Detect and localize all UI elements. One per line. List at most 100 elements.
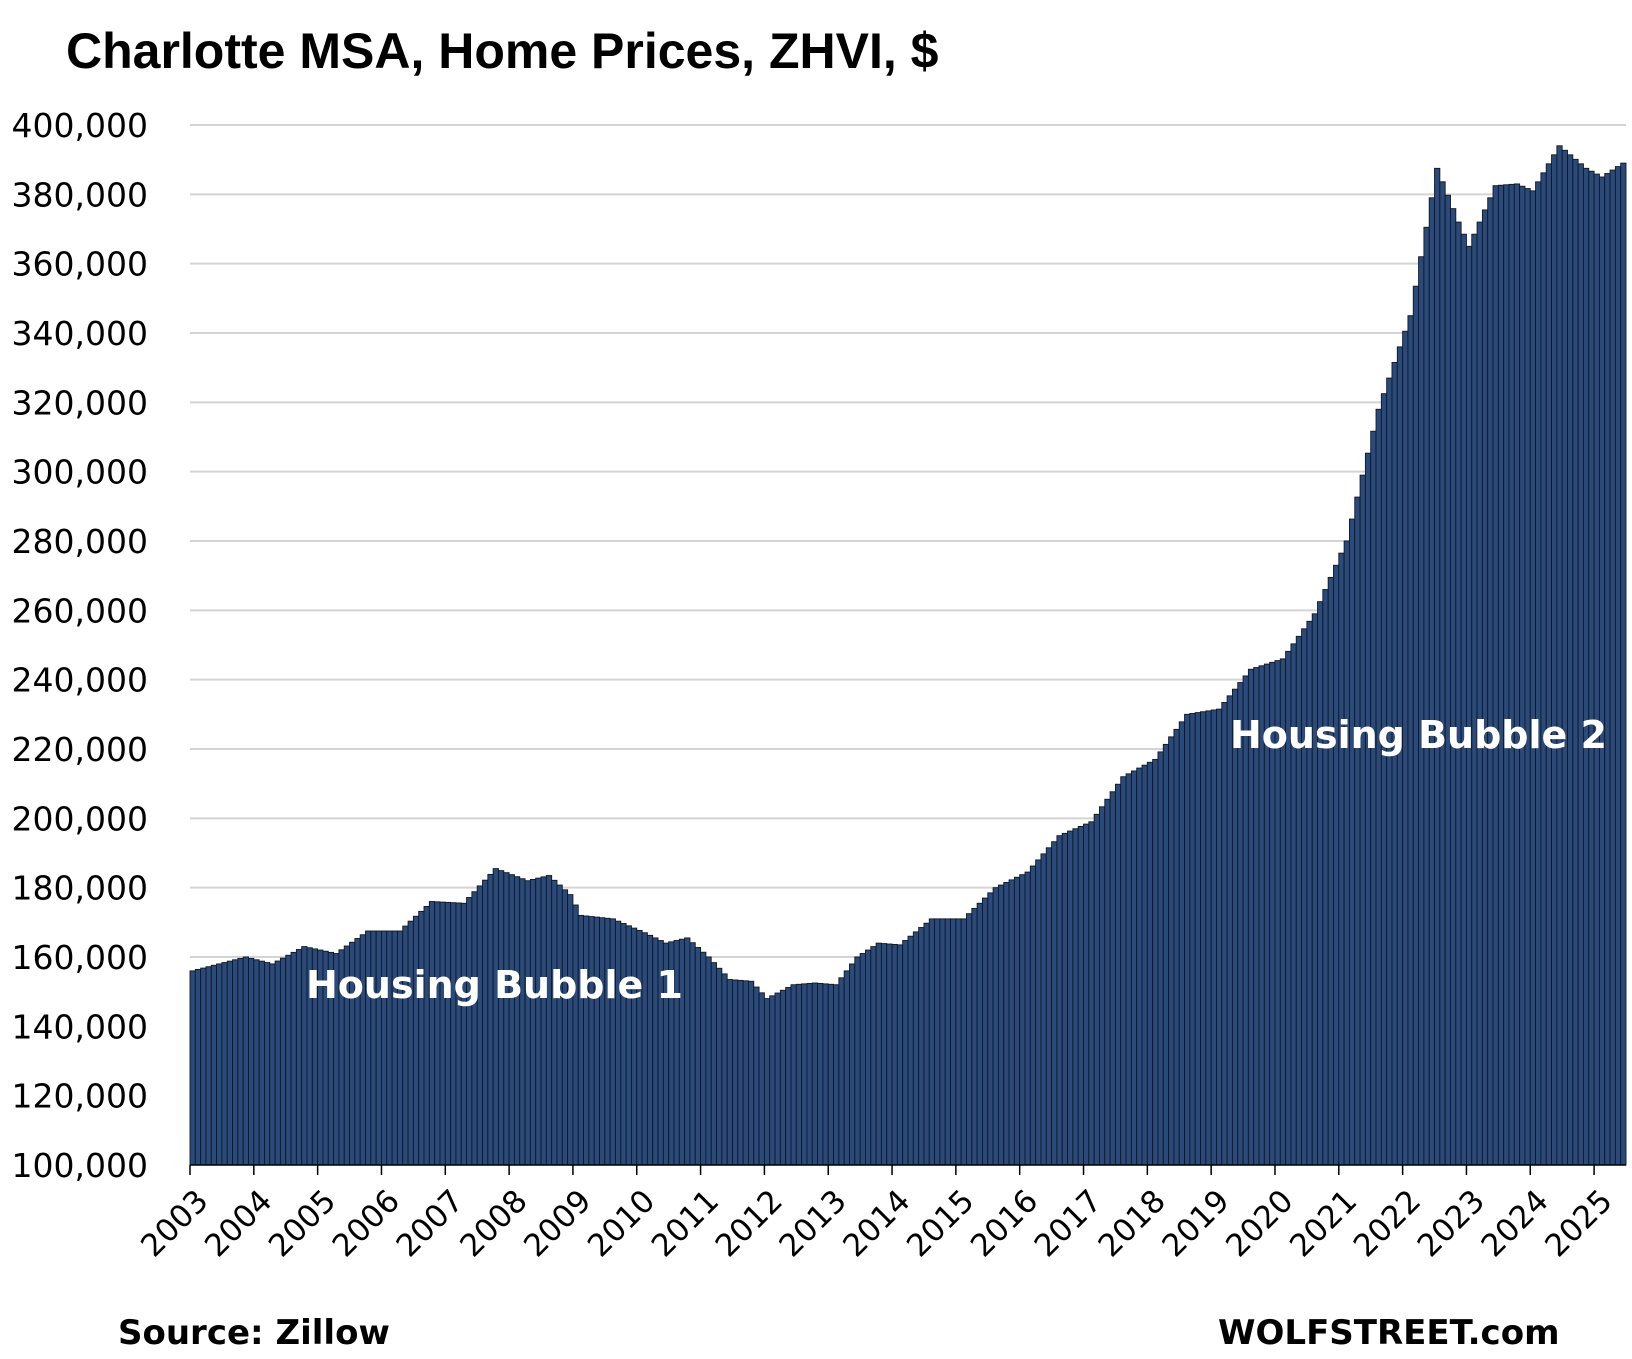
x-tick-label: 2014: [836, 1183, 917, 1264]
bar: [1306, 620, 1313, 1166]
x-tick-label: 2013: [772, 1183, 853, 1264]
bar: [710, 962, 717, 1166]
bar: [886, 943, 893, 1166]
bar: [269, 963, 276, 1166]
bar: [801, 983, 808, 1166]
bar: [482, 879, 489, 1166]
x-tick-label: 2010: [581, 1183, 662, 1264]
bar: [763, 998, 771, 1166]
bar: [279, 957, 287, 1166]
y-axis: 100,000 120,000 140,000 160,000 180,000 200,0…: [12, 106, 148, 1185]
bar: [535, 877, 542, 1166]
bar: [944, 918, 951, 1166]
bar: [498, 870, 505, 1166]
x-tick-label: 2024: [1475, 1183, 1556, 1264]
bar: [705, 956, 712, 1166]
bar: [444, 901, 452, 1166]
bar: [412, 915, 420, 1166]
bar: [726, 979, 733, 1166]
bar: [1604, 173, 1611, 1166]
bar: [955, 918, 962, 1166]
bar: [1481, 209, 1489, 1166]
bar: [737, 979, 744, 1166]
bar: [1333, 564, 1340, 1166]
x-tick-label: 2004: [198, 1183, 279, 1264]
bar: [1561, 149, 1568, 1166]
bar: [1157, 751, 1164, 1166]
bar: [1567, 154, 1574, 1166]
bar: [817, 982, 824, 1166]
x-tick-label: 2018: [1092, 1183, 1173, 1264]
bar: [476, 885, 483, 1166]
bar: [1061, 832, 1069, 1166]
bar: [450, 902, 457, 1166]
y-tick-label: 280,000: [12, 522, 148, 561]
bar: [1439, 181, 1446, 1166]
bar: [556, 884, 563, 1166]
bar: [216, 963, 223, 1166]
y-tick-label: 160,000: [12, 938, 148, 977]
bar: [880, 943, 888, 1166]
bar: [428, 901, 436, 1166]
bar: [588, 916, 595, 1166]
bar: [1189, 713, 1196, 1166]
bar: [1598, 176, 1606, 1166]
bar-series: [189, 145, 1627, 1166]
bar: [1003, 882, 1010, 1166]
bar: [540, 876, 547, 1166]
y-tick-label: 100,000: [12, 1146, 148, 1185]
bar: [194, 969, 202, 1166]
bar: [1327, 576, 1334, 1166]
bar: [870, 946, 877, 1166]
bar: [1146, 761, 1154, 1166]
bar: [290, 951, 297, 1166]
bar: [1450, 208, 1457, 1166]
bar: [508, 874, 515, 1166]
bar: [1168, 736, 1175, 1166]
bar: [1386, 377, 1393, 1166]
bar: [1380, 393, 1388, 1166]
bar: [258, 960, 265, 1166]
bar: [1013, 876, 1021, 1166]
x-tick-label: 2009: [517, 1183, 598, 1264]
bar: [779, 989, 787, 1166]
bar: [997, 884, 1005, 1166]
bar: [1178, 721, 1186, 1166]
bar: [891, 943, 898, 1166]
bar: [200, 967, 207, 1166]
annotation-housing-bubble-1: Housing Bubble 1: [306, 963, 683, 1007]
bar: [966, 913, 973, 1166]
bar: [1120, 776, 1127, 1166]
bar: [455, 902, 462, 1166]
bar: [1077, 825, 1084, 1166]
bar: [1141, 764, 1148, 1166]
bar: [519, 878, 526, 1166]
bar: [242, 956, 249, 1166]
bar: [1492, 185, 1499, 1166]
bar: [1035, 859, 1042, 1166]
bar: [1497, 184, 1505, 1166]
bar: [1099, 806, 1106, 1166]
bar: [572, 904, 579, 1166]
x-tick-label: 2011: [645, 1183, 726, 1264]
bar: [1125, 773, 1132, 1166]
bar: [875, 942, 882, 1166]
source-note: Source: Zillow: [118, 1313, 390, 1353]
bar: [833, 984, 840, 1166]
bar: [503, 872, 510, 1166]
bar: [1535, 181, 1542, 1166]
bar: [971, 908, 978, 1166]
bar: [1093, 813, 1100, 1166]
bar: [1460, 233, 1467, 1166]
chart-title: Charlotte MSA, Home Prices, ZHVI, $: [66, 23, 939, 79]
bar: [716, 967, 723, 1166]
bar: [609, 918, 616, 1166]
bar: [774, 992, 781, 1166]
bar: [1465, 245, 1473, 1166]
annotation-housing-bubble-2: Housing Bubble 2: [1230, 713, 1607, 757]
bar: [1418, 256, 1425, 1166]
bar: [1545, 163, 1552, 1166]
bar: [976, 902, 983, 1166]
y-tick-label: 300,000: [12, 453, 148, 492]
bar: [1444, 194, 1451, 1166]
